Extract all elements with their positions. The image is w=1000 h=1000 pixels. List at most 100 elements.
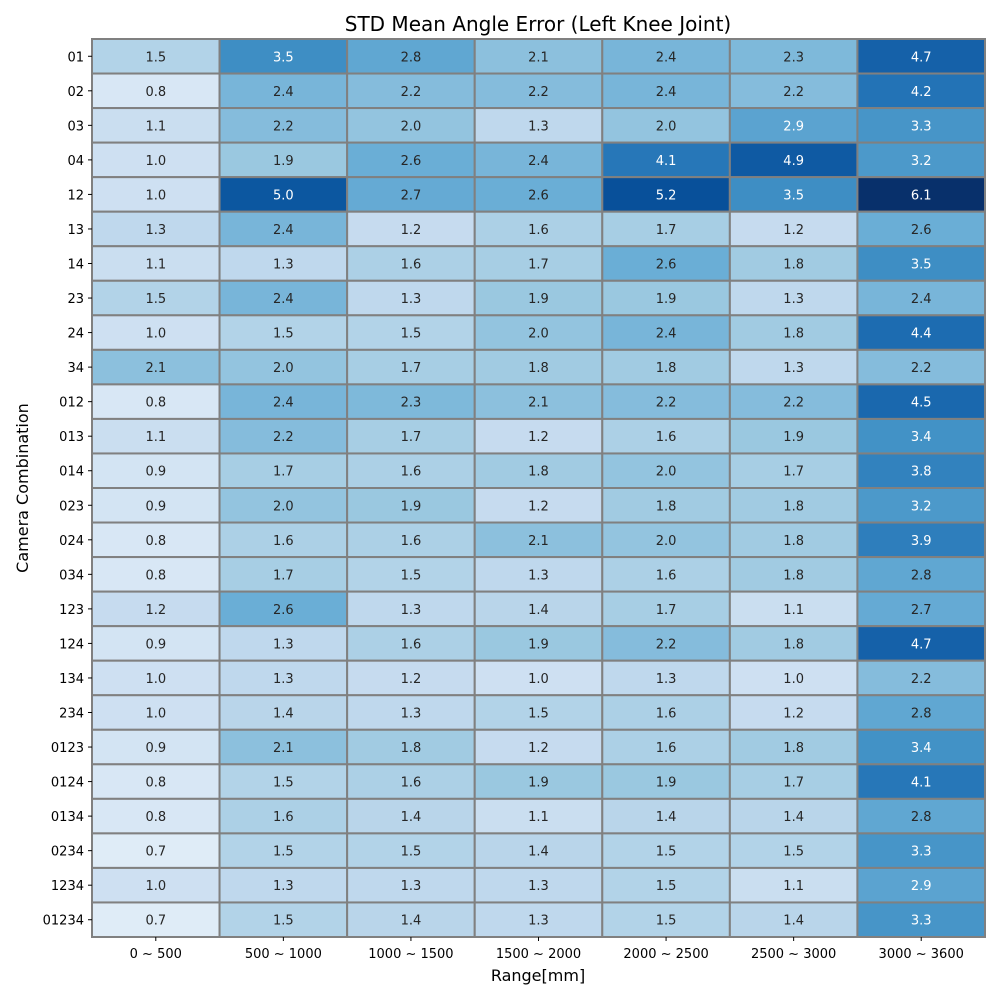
cell-value-label: 1.3 [528, 879, 549, 894]
cell-value-label: 1.3 [783, 292, 804, 307]
cell-value-label: 1.5 [528, 707, 549, 722]
cell-value-label: 0.9 [145, 499, 166, 514]
cell-value-label: 5.0 [273, 188, 294, 203]
heatmap-cell [218, 279, 349, 317]
cell-value-label: 4.1 [656, 154, 677, 169]
cell-value-label: 1.5 [656, 914, 677, 929]
cell-value-label: 1.5 [656, 879, 677, 894]
cell-value-label: 1.6 [273, 810, 294, 825]
heatmap-cell [856, 590, 987, 628]
cell-value-label: 1.5 [273, 914, 294, 929]
cell-value-label: 0.8 [145, 776, 166, 791]
heatmap-cell [218, 763, 349, 800]
cell-value-label: 0.8 [145, 568, 166, 583]
x-tick-label: 1000 ~ 1500 [368, 947, 453, 962]
cell-value-label: 5.2 [656, 188, 677, 203]
cell-value-label: 0.8 [145, 85, 166, 100]
heatmap-cell [218, 141, 349, 179]
heatmap-cell [728, 694, 859, 731]
y-tick-label: 14 [67, 258, 84, 273]
heatmap-cell [91, 694, 221, 731]
cell-value-label: 1.8 [783, 741, 804, 756]
heatmap-cell [601, 728, 731, 766]
cell-value-label: 2.2 [273, 430, 294, 445]
cell-value-label: 0.7 [145, 914, 166, 929]
cell-value-label: 1.5 [273, 776, 294, 791]
cell-value-label: 2.4 [656, 50, 677, 65]
heatmap-cell [856, 348, 987, 386]
heatmap-cell [728, 107, 859, 144]
cell-value-label: 1.7 [401, 361, 422, 376]
cell-value-label: 4.1 [911, 776, 932, 791]
heatmap-cell [346, 348, 476, 386]
cell-value-label: 3.9 [911, 534, 932, 549]
cell-value-label: 1.3 [273, 879, 294, 894]
heatmap-cell [856, 417, 987, 455]
cell-value-label: 3.2 [911, 499, 932, 514]
cell-value-label: 1.1 [783, 879, 804, 894]
cell-value-label: 1.5 [401, 568, 422, 583]
cell-value-label: 2.2 [783, 396, 804, 411]
cell-value-label: 2.4 [273, 223, 294, 238]
y-tick-label: 13 [67, 223, 84, 238]
cell-value-label: 2.0 [528, 327, 549, 342]
heatmap-cell [601, 832, 731, 869]
heatmap-cell [473, 901, 604, 939]
cell-value-label: 1.2 [145, 603, 166, 618]
heatmap-cell [218, 383, 349, 420]
heatmap-cell [856, 452, 987, 490]
cell-value-label: 4.7 [911, 50, 932, 65]
y-tick-label: 01234 [43, 914, 84, 929]
y-tick-label: 23 [67, 292, 84, 307]
heatmap-cell [473, 383, 604, 420]
y-tick-labels: 01 02 03 04 12 13 14 23 24 34 012 013 014 023 024 034 12… [43, 50, 92, 929]
heatmap-cell [728, 279, 859, 317]
heatmap-cell [856, 245, 987, 282]
heatmap-cell [856, 279, 987, 317]
cell-value-label: 1.5 [273, 845, 294, 860]
x-tick-label: 3000 ~ 3600 [879, 947, 964, 962]
heatmap-cell [91, 176, 221, 213]
y-tick-label: 023 [59, 499, 84, 514]
heatmap-cell [346, 107, 476, 144]
x-tick-label: 500 ~ 1000 [245, 947, 322, 962]
cell-value-label: 1.4 [401, 914, 422, 929]
cell-value-label: 1.0 [145, 188, 166, 203]
cell-value-label: 1.9 [401, 499, 422, 514]
cell-value-label: 1.4 [273, 707, 294, 722]
heatmap-cell [346, 176, 476, 213]
cell-value-label: 1.5 [273, 327, 294, 342]
heatmap-cell [346, 383, 476, 420]
heatmap-cell [91, 763, 221, 800]
y-tick-label: 04 [67, 154, 84, 169]
cell-value-label: 1.9 [783, 430, 804, 445]
cell-value-label: 1.4 [401, 810, 422, 825]
cell-value-label: 1.8 [783, 258, 804, 273]
cell-value-label: 2.4 [911, 292, 932, 307]
cell-value-label: 1.1 [145, 258, 166, 273]
x-axis-label: Range[mm] [491, 966, 585, 985]
cell-value-label: 1.2 [528, 741, 549, 756]
cell-value-label: 2.6 [656, 258, 677, 273]
heatmap-cell [856, 763, 987, 800]
cell-value-label: 2.4 [528, 154, 549, 169]
cell-value-label: 2.6 [401, 154, 422, 169]
cell-value-label: 0.8 [145, 534, 166, 549]
y-tick-label: 12 [67, 188, 84, 203]
cell-value-label: 4.2 [911, 85, 932, 100]
heatmap-cell [856, 107, 987, 144]
cell-value-label: 1.3 [401, 879, 422, 894]
cell-value-label: 2.8 [911, 707, 932, 722]
heatmap-cell [473, 590, 604, 628]
heatmap-cell [346, 625, 476, 662]
heatmap-cell [601, 314, 731, 351]
cell-value-label: 3.3 [911, 914, 932, 929]
heatmap-cell [346, 728, 476, 766]
cell-value-label: 2.2 [911, 672, 932, 687]
cell-value-label: 1.7 [273, 568, 294, 583]
cell-value-label: 1.7 [273, 465, 294, 480]
heatmap-cell [601, 417, 731, 455]
cell-value-label: 1.5 [783, 845, 804, 860]
y-tick-label: 34 [67, 361, 84, 376]
